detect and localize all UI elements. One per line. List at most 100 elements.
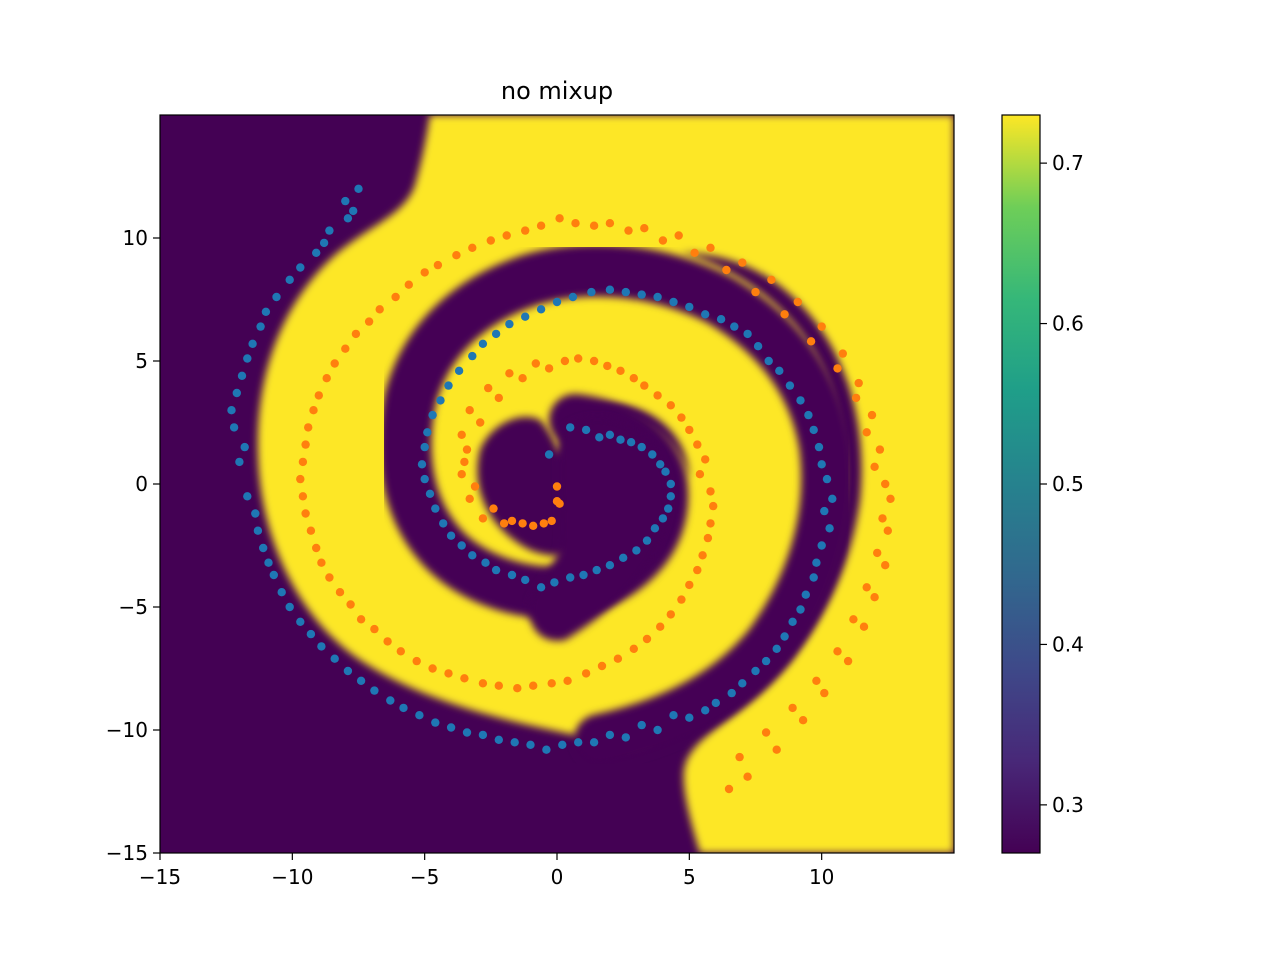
scatter-point [685, 302, 694, 312]
scatter-point [664, 504, 673, 513]
scatter-point [341, 344, 350, 353]
series-0 [227, 184, 837, 754]
scatter-point [881, 479, 890, 489]
scatter-point [669, 297, 678, 307]
scatter-point [581, 669, 591, 678]
scatter-point [552, 497, 562, 506]
scatter-point [843, 656, 853, 666]
scatter-point [753, 342, 763, 351]
scatter-point [735, 752, 744, 762]
scatter-point [319, 238, 329, 248]
y-tick-label: 0 [135, 472, 148, 496]
scatter-point [529, 681, 538, 690]
scatter-point [264, 558, 273, 567]
scatter-point [531, 359, 540, 368]
scatter-point [296, 617, 305, 626]
scatter-point [552, 482, 562, 491]
scatter-point [706, 519, 715, 528]
scatter-point [478, 514, 488, 523]
colorbar-tick-label: 0.7 [1052, 151, 1084, 175]
scatter-point [637, 442, 646, 452]
scatter-point [383, 637, 392, 646]
scatter-point [457, 470, 466, 479]
scatter-point [706, 243, 715, 252]
scatter-point [396, 647, 405, 656]
scatter-point [780, 632, 789, 641]
scatter-point [462, 445, 472, 454]
scatter-point [417, 460, 427, 469]
scatter-point [343, 214, 353, 223]
scatter-point [375, 305, 384, 314]
scatter-point [698, 551, 707, 560]
scatter-point [428, 664, 437, 673]
scatter-point [568, 292, 578, 302]
scatter-point [603, 361, 612, 371]
scatter-point [415, 711, 424, 720]
scatter-point [227, 406, 236, 415]
scatter-point [309, 406, 318, 415]
scatter-point [304, 423, 313, 432]
scatter-point [420, 474, 429, 484]
scatter-point [301, 509, 310, 518]
scatter-point [510, 738, 519, 747]
scatter-point [730, 322, 739, 331]
scatter-point [881, 561, 890, 570]
scatter-point [828, 494, 837, 503]
scatter-point [833, 364, 842, 373]
scatter-point [431, 718, 440, 727]
scatter-point [465, 406, 474, 415]
scatter-point [563, 676, 572, 685]
x-axis: −15 −10 −5 0 5 10 [139, 853, 834, 889]
scatter-point [259, 543, 268, 553]
colorbar: 0.3 0.4 0.5 0.6 0.7 [1001, 114, 1084, 854]
scatter-point [605, 285, 615, 294]
y-tick-label: 10 [123, 226, 148, 250]
scatter-point [661, 467, 670, 476]
heatmap-center-core [529, 417, 669, 641]
scatter-point [296, 474, 305, 484]
scatter-point [256, 322, 265, 331]
scatter-point [491, 565, 501, 575]
scatter-point [296, 263, 305, 272]
scatter-point [446, 723, 456, 732]
scatter-point [804, 410, 813, 420]
scatter-point [833, 647, 842, 656]
scatter-point [312, 248, 321, 257]
scatter-point [587, 287, 596, 297]
colorbar-tick-label: 0.6 [1052, 312, 1084, 336]
scatter-point [666, 401, 675, 410]
scatter-point [354, 184, 363, 193]
scatter-point [886, 494, 895, 503]
scatter-point [772, 745, 781, 754]
scatter-point [560, 356, 570, 366]
scatter-point [301, 440, 310, 449]
scatter-point [592, 565, 601, 575]
scatter-point [666, 479, 675, 489]
scatter-point [751, 666, 760, 676]
x-tick-label: −15 [139, 865, 181, 889]
scatter-point [574, 354, 583, 363]
scatter-point [701, 706, 710, 715]
heatmap-center [529, 417, 669, 641]
scatter-point [341, 196, 350, 206]
scatter-point [243, 492, 252, 501]
scatter-point [761, 656, 771, 666]
scatter-point [558, 740, 567, 749]
scatter-point [701, 455, 710, 464]
scatter-point [444, 381, 453, 390]
scatter-point [423, 428, 432, 437]
scatter-point [539, 519, 548, 528]
scatter-point [812, 676, 821, 685]
scatter-point [478, 730, 488, 740]
scatter-point [624, 226, 633, 235]
scatter-point [243, 354, 252, 363]
scatter-point [364, 317, 374, 326]
scatter-point [666, 610, 675, 619]
scatter-point [248, 339, 257, 348]
scatter-point [677, 413, 686, 422]
scatter-point [349, 206, 358, 216]
scatter-point [780, 310, 789, 319]
scatter-point [476, 418, 485, 427]
scatter-point [589, 738, 599, 747]
